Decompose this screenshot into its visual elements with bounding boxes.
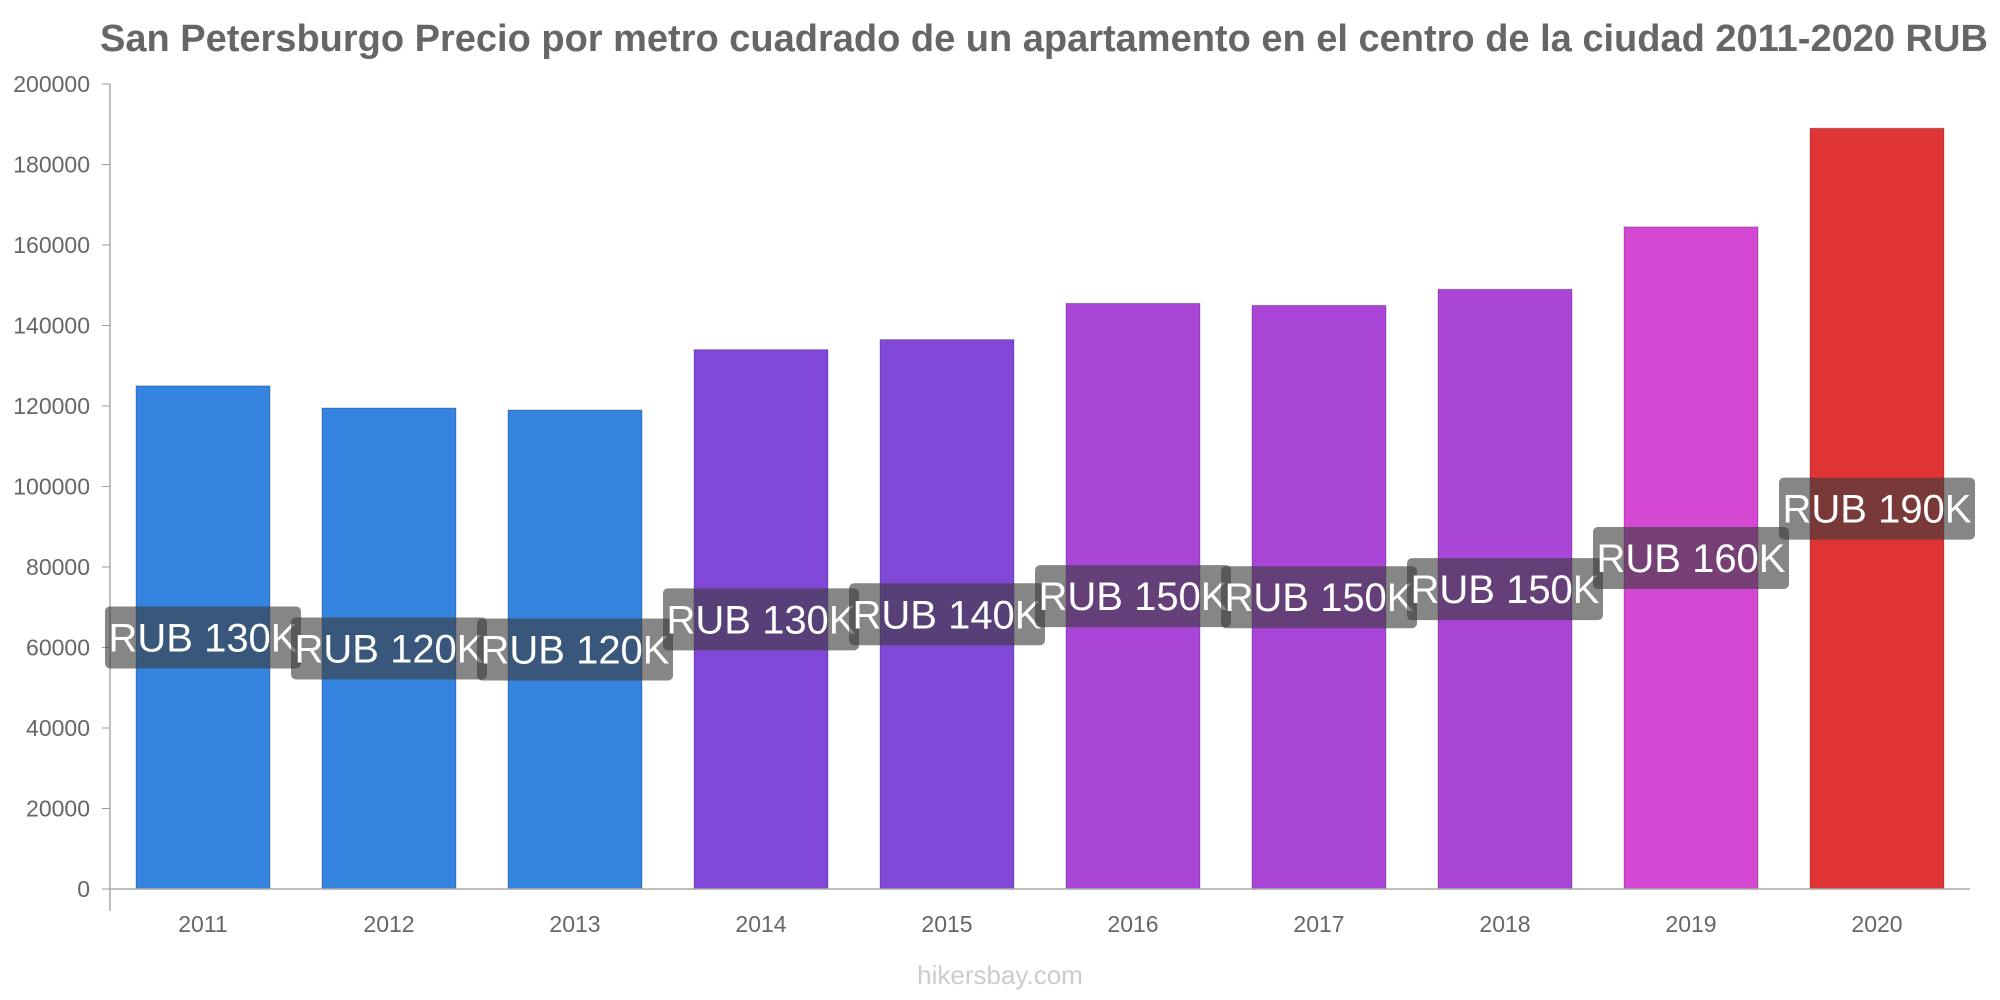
chart-title: San Petersburgo Precio por metro cuadrad… [100,18,1988,60]
y-tick-label: 160000 [13,232,90,258]
data-label-box [477,618,673,681]
y-tick-label: 140000 [13,313,90,339]
x-tick-label: 2015 [921,911,972,937]
axes [109,84,1970,911]
data-label-box [1221,566,1417,629]
data-label-box [849,583,1045,646]
data-label: RUB 140K [853,593,1042,637]
y-tick-label: 180000 [13,152,90,178]
y-tick-label: 20000 [26,796,90,822]
data-label-box [1035,565,1231,628]
y-tick-label: 80000 [26,554,90,580]
data-label: RUB 130K [109,616,298,660]
watermark: hikersbay.com [917,960,1083,990]
x-tick-label: 2016 [1107,911,1158,937]
x-tick-label: 2017 [1293,911,1344,937]
x-tick-label: 2020 [1851,911,1902,937]
x-tick-label: 2014 [735,911,786,937]
y-tick-label: 120000 [13,393,90,419]
bars [135,127,1945,890]
y-tick-label: 200000 [13,71,90,97]
data-label: RUB 190K [1783,488,1972,532]
x-tick-label: 2013 [549,911,600,937]
y-tick-label: 40000 [26,715,90,741]
data-label: RUB 150K [1225,576,1414,620]
data-label: RUB 150K [1039,575,1228,619]
x-tick-label: 2012 [363,911,414,937]
x-axis-labels: 2011 2012 2013 2014 2015 2016 2017 2018 2019 2020 [178,911,1902,937]
data-label: RUB 160K [1597,537,1786,581]
data-label-box [291,617,487,680]
data-label-box [1407,558,1603,621]
y-tick-label: 60000 [26,635,90,661]
x-tick-label: 2018 [1479,911,1530,937]
data-label: RUB 130K [667,598,856,642]
y-axis-ticks: 0 20000 40000 60000 80000 100000 120000 140000 1… [13,71,110,902]
y-tick-label: 100000 [13,474,90,500]
data-label: RUB 150K [1411,568,1600,612]
data-label-box [663,588,859,651]
data-label: RUB 120K [295,628,484,672]
data-label-box [1593,526,1789,589]
data-label: RUB 120K [481,629,670,673]
data-label-box [105,606,301,669]
y-tick-label: 0 [77,876,90,902]
data-label-box [1779,477,1975,540]
x-tick-label: 2011 [178,911,227,937]
x-tick-label: 2019 [1665,911,1716,937]
